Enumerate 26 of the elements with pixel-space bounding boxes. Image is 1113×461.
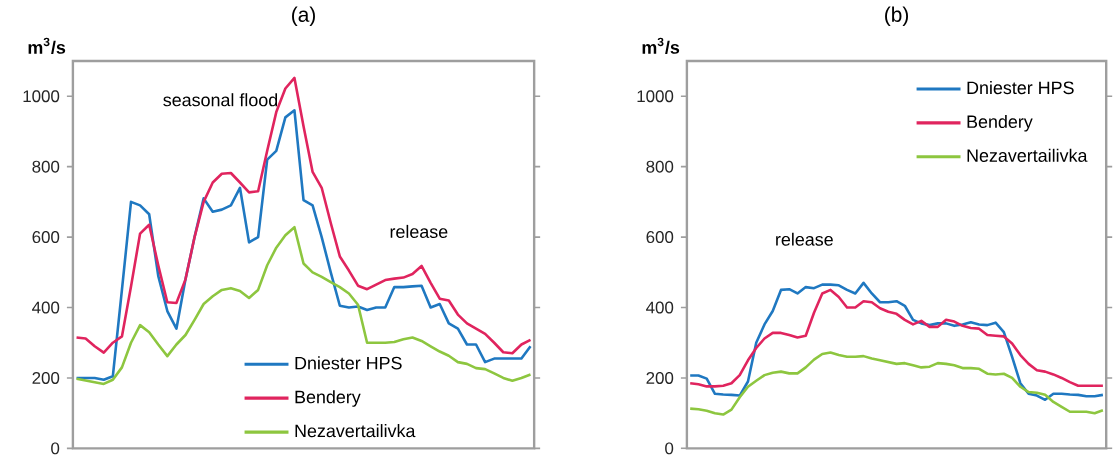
annotation: seasonal flood [163,93,278,107]
y-tick-label: 200 [32,371,60,384]
line-series [688,281,1105,402]
y-tick-label: 600 [646,231,674,244]
y-tick-label: 800 [646,160,674,173]
annotation: release [390,224,448,239]
y-tick-label: 0 [665,442,674,455]
chart-title: (b) [885,6,908,27]
legend-label: Nezavertailivka [295,424,416,438]
y-tick-label: 400 [646,301,674,314]
y-axis-title: m$^{3}$/s [642,37,680,54]
legend-label: Nezavertailivka [967,148,1088,162]
y-tick-label: 200 [646,371,674,384]
y-tick-label: 400 [32,301,60,314]
y-tick-label: 0 [51,442,60,455]
y-tick-label: 800 [32,160,60,173]
y-tick-label: 1000 [23,90,60,103]
y-axis-title: m$^{3}$/s [28,37,66,54]
annotation: release [776,232,833,246]
y-tick-label: 1000 [637,90,674,103]
chart-title: (a) [292,6,315,27]
legend-label: Dniester HPS [967,80,1074,95]
y-tick-label: 600 [32,231,60,244]
legend-label: Bendery [967,114,1033,132]
legend-label: Dniester HPS [295,356,402,370]
legend-label: Bendery [295,390,361,407]
